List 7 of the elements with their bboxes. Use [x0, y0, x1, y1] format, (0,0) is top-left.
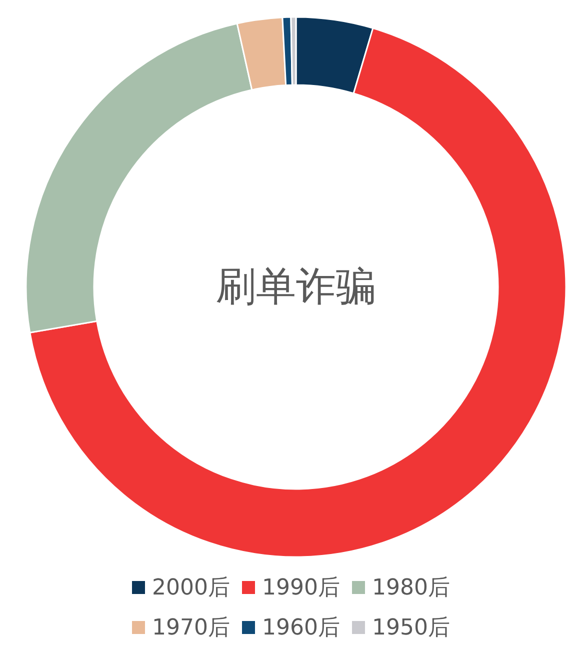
legend-label: 1970后 [152, 616, 230, 640]
legend-label: 1950后 [372, 616, 450, 640]
legend-label: 1960后 [262, 616, 340, 640]
legend-label: 2000后 [152, 576, 230, 600]
legend-label: 1980后 [372, 576, 450, 600]
legend-label: 1990后 [262, 576, 340, 600]
text: 刷单诈骗 [216, 264, 376, 310]
